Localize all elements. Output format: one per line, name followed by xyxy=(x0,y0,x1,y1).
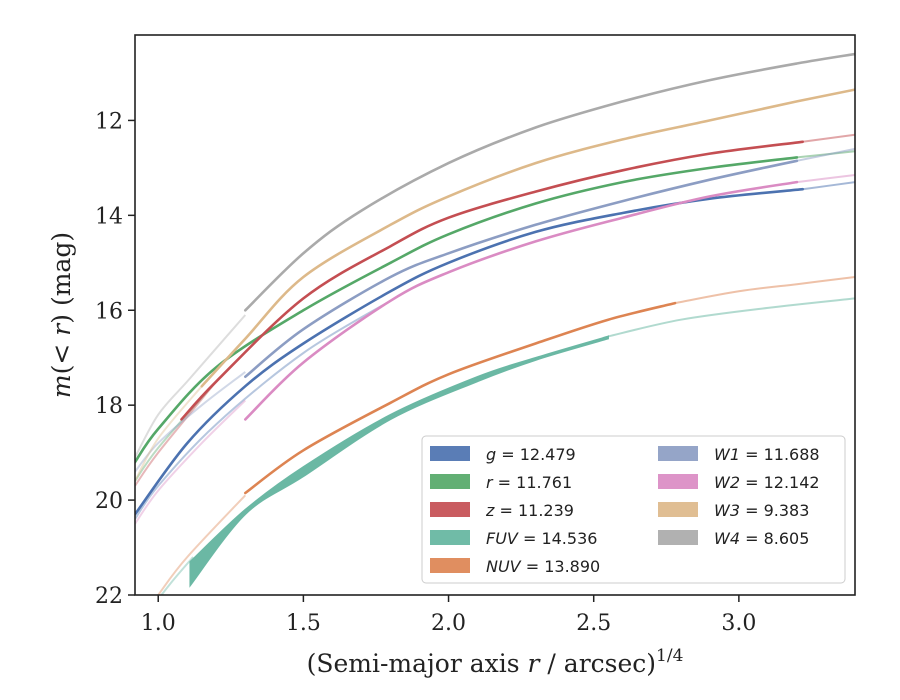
y-tick-label: 18 xyxy=(95,394,123,419)
series-fuv-inner-line xyxy=(160,556,194,595)
legend-label-w1: W1 = 11.688 xyxy=(714,445,820,464)
series-r-line xyxy=(135,156,799,464)
legend-box xyxy=(421,435,846,584)
axes: 1.0 1.5 2.0 2.5 3.0 12 14 16 18 20 22 xyxy=(95,34,856,636)
legend-label-w3: W3 = 9.383 xyxy=(714,501,809,520)
legend-label-g: g = 12.479 xyxy=(486,445,576,464)
series-w2-inner-line xyxy=(135,399,247,525)
y-axis-title: m(< r) (mag) xyxy=(47,232,76,398)
series-nuv-outer-line xyxy=(674,276,855,305)
y-tick-label: 14 xyxy=(95,204,123,229)
series-w1-line xyxy=(244,159,799,378)
series-w2-outer-line xyxy=(796,174,855,184)
series-z-inner-line xyxy=(135,380,218,487)
x-tick-label: 1.0 xyxy=(141,611,176,636)
x-tick-label: 2.0 xyxy=(431,611,466,636)
x-tick-label: 1.5 xyxy=(286,611,321,636)
legend-label-r: r = 11.761 xyxy=(486,473,572,492)
legend-label-fuv: FUV = 14.536 xyxy=(486,529,597,548)
series-g-outer-line xyxy=(802,181,855,191)
legend-swatch-nuv xyxy=(430,558,470,573)
series-fuv-band xyxy=(189,335,609,588)
legend-label-w4: W4 = 8.605 xyxy=(714,529,809,548)
legend-label-w2: W2 = 12.142 xyxy=(714,473,820,492)
x-tick-label: 3.0 xyxy=(721,611,756,636)
series-z-line xyxy=(180,140,804,421)
series-w1-inner-line xyxy=(135,371,246,473)
series-w3-inner-line xyxy=(135,385,203,482)
plot-area xyxy=(135,52,855,595)
legend-label-z: z = 11.239 xyxy=(485,501,574,520)
x-axis-title: (Semi-major axis r / arcsec)1/4 xyxy=(307,646,684,678)
series-w2-line xyxy=(244,180,799,421)
series-fuv-outer-line xyxy=(607,297,855,338)
series-g-inner-line xyxy=(135,299,392,520)
series-w4-inner-line xyxy=(135,314,247,458)
axes-frame xyxy=(134,34,856,596)
y-tick-label: 22 xyxy=(95,584,123,609)
legend-swatch-w2 xyxy=(658,474,698,489)
series-z-outer-line xyxy=(802,133,855,143)
x-tick-label: 2.5 xyxy=(576,611,611,636)
legend-swatch-w1 xyxy=(658,446,698,461)
series-w4-line xyxy=(244,52,855,312)
y-tick-label: 12 xyxy=(95,109,123,134)
series-nuv-line xyxy=(244,301,677,495)
legend-swatch-z xyxy=(430,502,470,517)
legend-swatch-g xyxy=(430,446,470,461)
series-nuv-inner-line xyxy=(156,494,247,595)
legend-swatch-r xyxy=(430,474,470,489)
legend: g = 12.479 r = 11.761 z = 11.239 FUV = 14.5… xyxy=(421,435,846,584)
series-w3-line xyxy=(200,88,855,388)
series-w1-outer-line xyxy=(796,147,855,162)
legend-label-nuv: NUV = 13.890 xyxy=(486,557,600,576)
y-tick-label: 16 xyxy=(95,299,123,324)
legend-swatch-fuv xyxy=(430,530,470,545)
legend-swatch-w3 xyxy=(658,502,698,517)
legend-swatch-w4 xyxy=(658,530,698,545)
y-tick-label: 20 xyxy=(95,489,123,514)
